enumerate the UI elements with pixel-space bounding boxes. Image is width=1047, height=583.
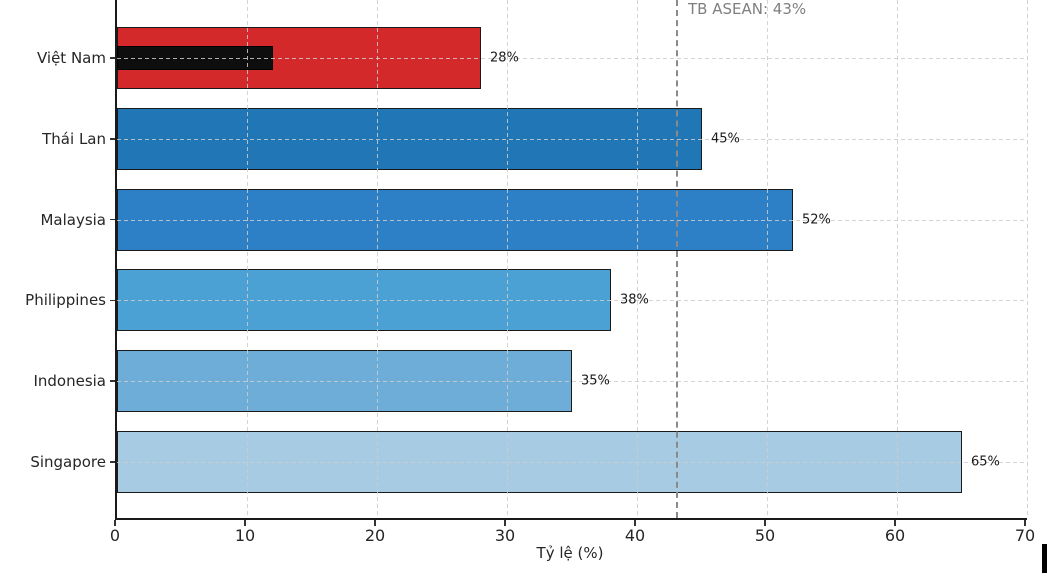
x-tick-label-30: 30 xyxy=(494,526,516,545)
vgridline xyxy=(1027,0,1028,518)
y-tick xyxy=(110,57,115,59)
x-tick-label-10: 10 xyxy=(234,526,256,545)
bar-singapore xyxy=(117,431,962,493)
x-tick-label-0: 0 xyxy=(109,526,121,545)
x-tick xyxy=(504,520,506,526)
value-label-singapore: 65% xyxy=(971,454,1000,470)
y-tick xyxy=(110,299,115,302)
plot-area: 28% 45% 52% 38% 35% 65% TB ASEAN: 43% xyxy=(115,0,1028,520)
x-tick-label-60: 60 xyxy=(884,526,906,545)
y-tick xyxy=(110,461,115,463)
bar-thai-lan xyxy=(117,107,702,170)
value-label-viet-nam: 28% xyxy=(490,50,519,66)
x-axis-label: Tỷ lệ (%) xyxy=(536,544,604,562)
x-tick xyxy=(114,520,116,526)
x-tick xyxy=(634,520,636,526)
text-cursor-artifact xyxy=(1042,544,1047,573)
bar-philippines xyxy=(117,269,611,332)
category-label-viet-nam: Việt Nam xyxy=(36,49,106,67)
category-label-indonesia: Indonesia xyxy=(33,372,106,391)
x-tick xyxy=(764,520,766,526)
reference-line-label: TB ASEAN: 43% xyxy=(688,0,807,18)
value-label-thai-lan: 45% xyxy=(711,131,740,147)
y-tick xyxy=(110,218,115,221)
category-label-philippines: Philippines xyxy=(25,291,106,310)
x-tick xyxy=(1024,520,1026,526)
y-tick xyxy=(110,380,115,382)
bar-malaysia xyxy=(117,188,793,251)
x-tick-label-70: 70 xyxy=(1014,526,1036,545)
bar-indonesia xyxy=(117,350,572,413)
x-tick-label-40: 40 xyxy=(624,526,646,545)
category-label-singapore: Singapore xyxy=(30,453,106,471)
x-tick xyxy=(894,520,896,526)
x-tick xyxy=(244,520,246,526)
inner-bar-viet-nam xyxy=(117,46,273,70)
value-label-philippines: 38% xyxy=(620,292,649,308)
category-label-thai-lan: Thái Lan xyxy=(42,129,106,148)
value-label-malaysia: 52% xyxy=(802,212,831,228)
x-tick xyxy=(374,520,376,526)
x-tick-label-50: 50 xyxy=(754,526,776,545)
category-label-malaysia: Malaysia xyxy=(40,210,106,229)
x-tick-label-20: 20 xyxy=(364,526,386,545)
y-tick xyxy=(110,138,115,140)
value-label-indonesia: 35% xyxy=(581,373,610,389)
